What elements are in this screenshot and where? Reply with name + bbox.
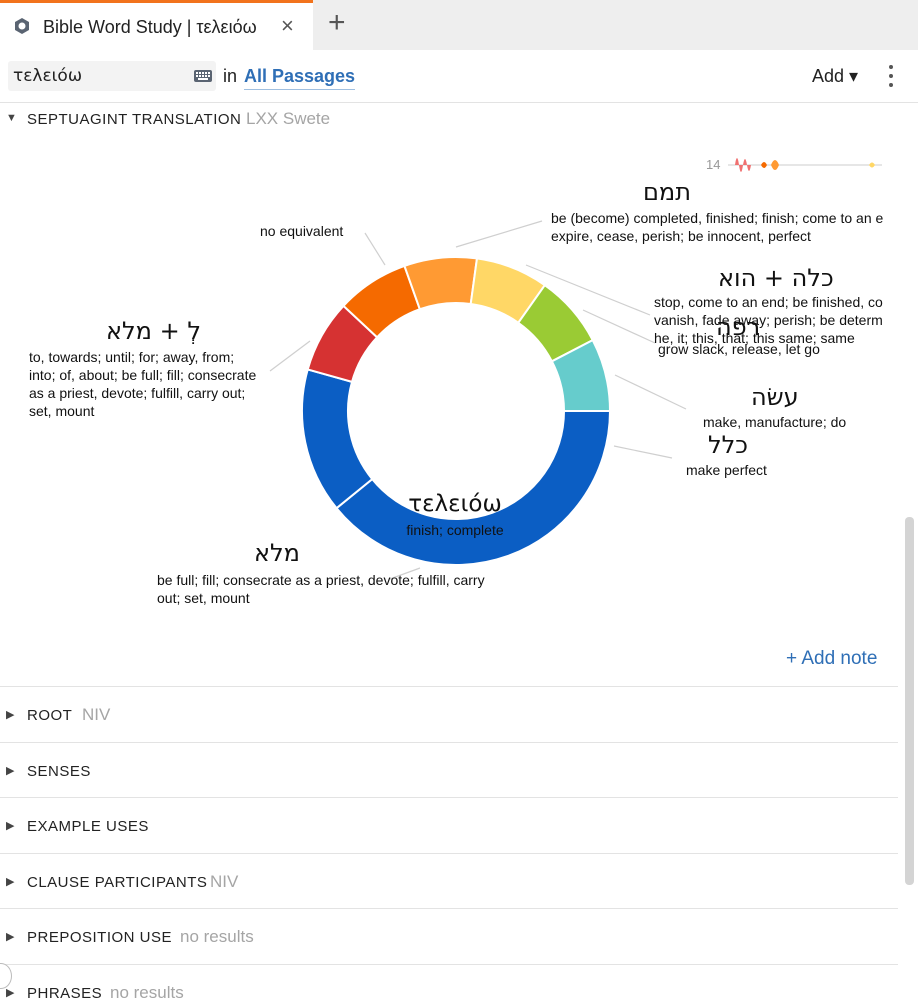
center-gloss: finish; complete (406, 522, 504, 538)
search-input[interactable] (13, 65, 183, 87)
vertical-dots-icon[interactable] (887, 65, 895, 89)
slice-label-kalah[interactable]: כלה + הוא (718, 264, 834, 292)
sparkline-count: 14 (706, 157, 721, 172)
passages-link[interactable]: All Passages (244, 66, 356, 90)
tab-bar: Bible Word Study | τελειόω × + (0, 0, 918, 50)
section-title[interactable]: CLAUSE PARTICIPANTS (27, 874, 208, 891)
tab-bible-word-study[interactable]: Bible Word Study | τελειόω × (0, 0, 313, 50)
slice-label-rafah[interactable]: רפה (716, 313, 761, 341)
close-icon[interactable]: × (281, 13, 294, 38)
section-title[interactable]: PREPOSITION USE (27, 929, 173, 946)
search-box (8, 61, 216, 91)
donut-chart[interactable] (0, 103, 898, 686)
expand-arrow-icon[interactable]: ▶ (6, 987, 15, 999)
slice-gloss-lemale-2: into; of, about; be full; fill; consecra… (29, 367, 257, 383)
section-subtitle[interactable]: no results (110, 983, 184, 1002)
add-note-button[interactable]: + Add note (786, 648, 878, 669)
slice-gloss-rafah: grow slack, release, let go (658, 341, 820, 357)
slice-gloss-male-1: be full; fill; consecrate as a priest, d… (157, 572, 485, 588)
slice-gloss-asah: make, manufacture; do (703, 414, 847, 430)
section-title[interactable]: PHRASES (27, 985, 103, 1002)
section-title[interactable]: EXAMPLE USES (27, 818, 149, 835)
slice-gloss-lemale-1: to, towards; until; for; away, from; (29, 349, 235, 365)
section-subtitle[interactable]: NIV (82, 705, 111, 724)
section-subtitle[interactable]: NIV (210, 872, 239, 891)
section-title[interactable]: ROOT (27, 707, 73, 724)
slice-gloss-male-2: out; set, mount (157, 590, 250, 606)
septuagint-section: ▼ SEPTUAGINT TRANSLATION LXX Swete 14 τε… (0, 103, 898, 687)
section-phrases[interactable]: ▶ PHRASES no results (0, 965, 898, 1004)
sparkline[interactable] (728, 147, 884, 183)
toolbar: in All Passages Add ▾ (0, 50, 918, 103)
scrollbar-thumb[interactable] (905, 517, 914, 885)
slice-gloss-kalah-1: stop, come to an end; be finished, compl… (654, 294, 883, 310)
donut-slice-7[interactable] (550, 338, 612, 412)
logos-hexagon-icon (15, 18, 29, 34)
expand-arrow-icon[interactable]: ▶ (6, 876, 15, 888)
slice-gloss-kalah-2: vanish, fade away; perish; be determined… (654, 312, 883, 328)
tab-title: Bible Word Study | τελειόω (43, 17, 257, 37)
section-subtitle[interactable]: no results (180, 927, 254, 946)
expand-arrow-icon[interactable]: ▶ (6, 820, 15, 832)
slice-label-male[interactable]: מלא (254, 539, 300, 567)
add-menu-button[interactable]: Add ▾ (812, 66, 859, 86)
donut-slice-1[interactable] (301, 368, 374, 510)
expand-arrow-icon[interactable]: ▶ (6, 931, 15, 943)
slice-label-asah[interactable]: עשׂה (751, 383, 799, 411)
center-word: τελειόω (408, 491, 502, 517)
slice-gloss-kalal: make perfect (686, 462, 767, 478)
slice-gloss-kalah-3: he, it; this, that; this same; same (654, 330, 855, 346)
slice-label-no-equivalent[interactable]: no equivalent (260, 223, 344, 239)
donut-slice-0[interactable] (335, 410, 612, 566)
slice-gloss-lemale-3: as a priest, devote; fulfill, carry out; (29, 385, 246, 401)
slice-gloss-tamam-2: expire, cease, perish; be innocent, perf… (551, 228, 811, 244)
section-title[interactable]: SENSES (27, 763, 91, 780)
section-preposition-use[interactable]: ▶ PREPOSITION USE no results (0, 909, 898, 965)
keyboard-icon[interactable] (194, 70, 212, 82)
section-title[interactable]: SEPTUAGINT TRANSLATION (27, 111, 242, 128)
slice-label-tamam[interactable]: תמם (643, 178, 691, 206)
expand-arrow-icon[interactable]: ▶ (6, 709, 15, 721)
collapse-arrow-icon[interactable]: ▼ (6, 112, 17, 124)
slice-gloss-tamam-1: be (become) completed, finished; finish;… (551, 210, 883, 226)
section-subtitle[interactable]: LXX Swete (246, 109, 331, 128)
section-root[interactable]: ▶ ROOT NIV (0, 687, 898, 743)
add-tab-button[interactable]: + (328, 6, 346, 39)
section-clause-participants[interactable]: ▶ CLAUSE PARTICIPANTS NIV (0, 854, 898, 909)
slice-label-lemale[interactable]: לְ + מלא (106, 317, 201, 345)
in-label: in (223, 66, 238, 86)
slice-label-kalal[interactable]: כלל (708, 431, 748, 459)
slice-gloss-lemale-4: set, mount (29, 403, 95, 419)
expand-arrow-icon[interactable]: ▶ (6, 765, 15, 777)
section-senses[interactable]: ▶ SENSES (0, 743, 898, 798)
section-example-uses[interactable]: ▶ EXAMPLE USES (0, 798, 898, 854)
